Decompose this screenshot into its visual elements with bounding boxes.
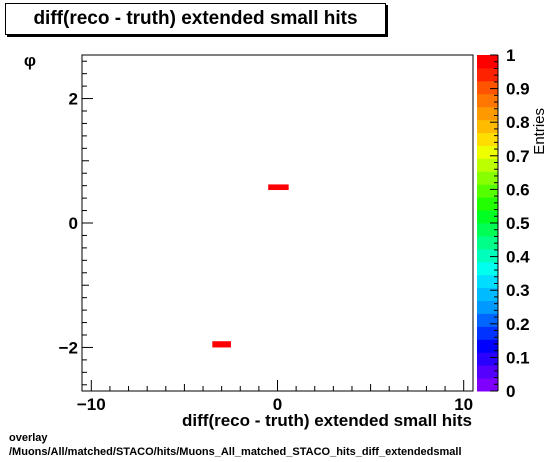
palette-swatch <box>477 145 498 159</box>
palette-swatch <box>477 171 498 185</box>
y-tick-label: 0 <box>69 214 78 233</box>
palette-swatch <box>477 339 498 353</box>
palette-swatch <box>477 326 498 340</box>
palette-swatch <box>477 93 498 108</box>
z-tick-label: 1 <box>506 46 515 65</box>
palette-swatch <box>477 197 498 211</box>
palette-swatch <box>477 158 498 172</box>
palette-swatch <box>477 274 498 289</box>
z-tick-label: 0 <box>506 382 515 401</box>
palette-swatch <box>477 55 498 69</box>
heatmap-bin <box>268 184 289 191</box>
palette-swatch <box>477 235 498 250</box>
palette-swatch <box>477 248 498 263</box>
palette-swatch <box>477 300 498 314</box>
plot-frame <box>81 54 474 392</box>
z-tick-label: 0.1 <box>506 348 530 367</box>
palette-swatch <box>477 67 498 82</box>
x-tick-label: 10 <box>454 395 473 414</box>
z-tick-label: 0.9 <box>506 80 530 99</box>
z-axis: 0 0.1 0.2 0.3 0.4 0.5 0.6 0.7 0.8 0.9 1 <box>490 46 530 401</box>
z-tick-label: 0.6 <box>506 180 530 199</box>
x-axis-label: diff(reco - truth) extended small hits <box>182 411 472 430</box>
heatmap-bin <box>212 341 231 348</box>
palette-swatch <box>477 352 498 366</box>
palette-swatch <box>477 184 498 198</box>
z-tick-label: 0.5 <box>506 214 530 233</box>
x-tick-label: −10 <box>77 395 106 414</box>
palette-swatch <box>477 287 498 302</box>
heatmap-bins <box>212 184 289 348</box>
palette-swatch <box>477 365 498 379</box>
title-box: diff(reco - truth) extended small hits <box>5 3 386 35</box>
color-palette <box>477 55 498 392</box>
palette-swatch <box>477 223 498 237</box>
z-tick-label: 0.2 <box>506 315 530 334</box>
palette-swatch <box>477 378 498 392</box>
footer-line-2: /Muons/All/matched/STACO/hits/Muons_All_… <box>9 446 462 458</box>
z-tick-label: 0.4 <box>506 248 530 267</box>
palette-swatch <box>477 106 498 121</box>
palette-swatch <box>477 313 498 327</box>
y-tick-label: −2 <box>59 338 78 357</box>
y-axis-label: φ <box>24 51 36 70</box>
x-axis: −10 0 10 <box>77 380 473 414</box>
z-axis-label: Entries <box>531 108 546 155</box>
palette-swatch <box>477 80 498 95</box>
z-tick-label: 0.3 <box>506 281 530 300</box>
footer: overlay /Muons/All/matched/STACO/hits/Mu… <box>9 431 462 459</box>
z-tick-label: 0.8 <box>506 113 530 132</box>
footer-line-1: overlay <box>9 432 48 444</box>
palette-swatch <box>477 210 498 224</box>
y-tick-label: 2 <box>69 90 78 109</box>
x-tick-label: 0 <box>273 395 282 414</box>
chart-title: diff(reco - truth) extended small hits <box>33 8 358 29</box>
palette-swatch <box>477 119 498 134</box>
palette-swatch <box>477 261 498 276</box>
z-tick-label: 0.7 <box>506 147 530 166</box>
y-axis: −2 0 2 <box>59 60 93 386</box>
palette-swatch <box>477 132 498 146</box>
